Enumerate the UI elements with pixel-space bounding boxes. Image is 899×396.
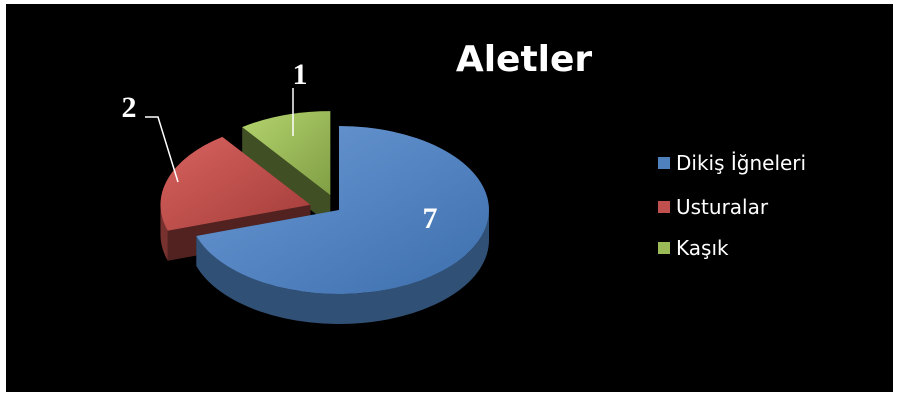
legend-entry: Dikiş İğneleri [658,151,806,175]
legend: Dikiş İğneleri Usturalar Kaşık [658,151,806,260]
legend-entry: Kaşık [658,236,729,260]
legend-label-2: Kaşık [676,236,729,260]
chart-title: Aletler [456,39,593,80]
legend-swatch-2 [658,242,670,254]
data-label-1: 2 [122,91,137,124]
legend-label-0: Dikiş İğneleri [676,151,806,175]
chart-area: Aletler 7 2 1 Dikiş İğneleri Usturalar Kaş… [6,4,893,392]
legend-swatch-1 [658,201,670,213]
legend-swatch-0 [658,157,670,169]
data-label-layer: 7 2 1 [122,58,438,235]
data-label-0: 7 [423,202,438,235]
legend-entry: Usturalar [658,195,769,219]
pie-layer [160,111,489,324]
pie-chart: Aletler 7 2 1 Dikiş İğneleri Usturalar Kaş… [122,39,806,324]
pie-slice-0 [196,126,489,324]
leader-line-1 [145,116,179,183]
data-label-2: 1 [293,58,308,91]
legend-label-1: Usturalar [676,195,769,219]
pie-slice-2 [242,111,331,226]
